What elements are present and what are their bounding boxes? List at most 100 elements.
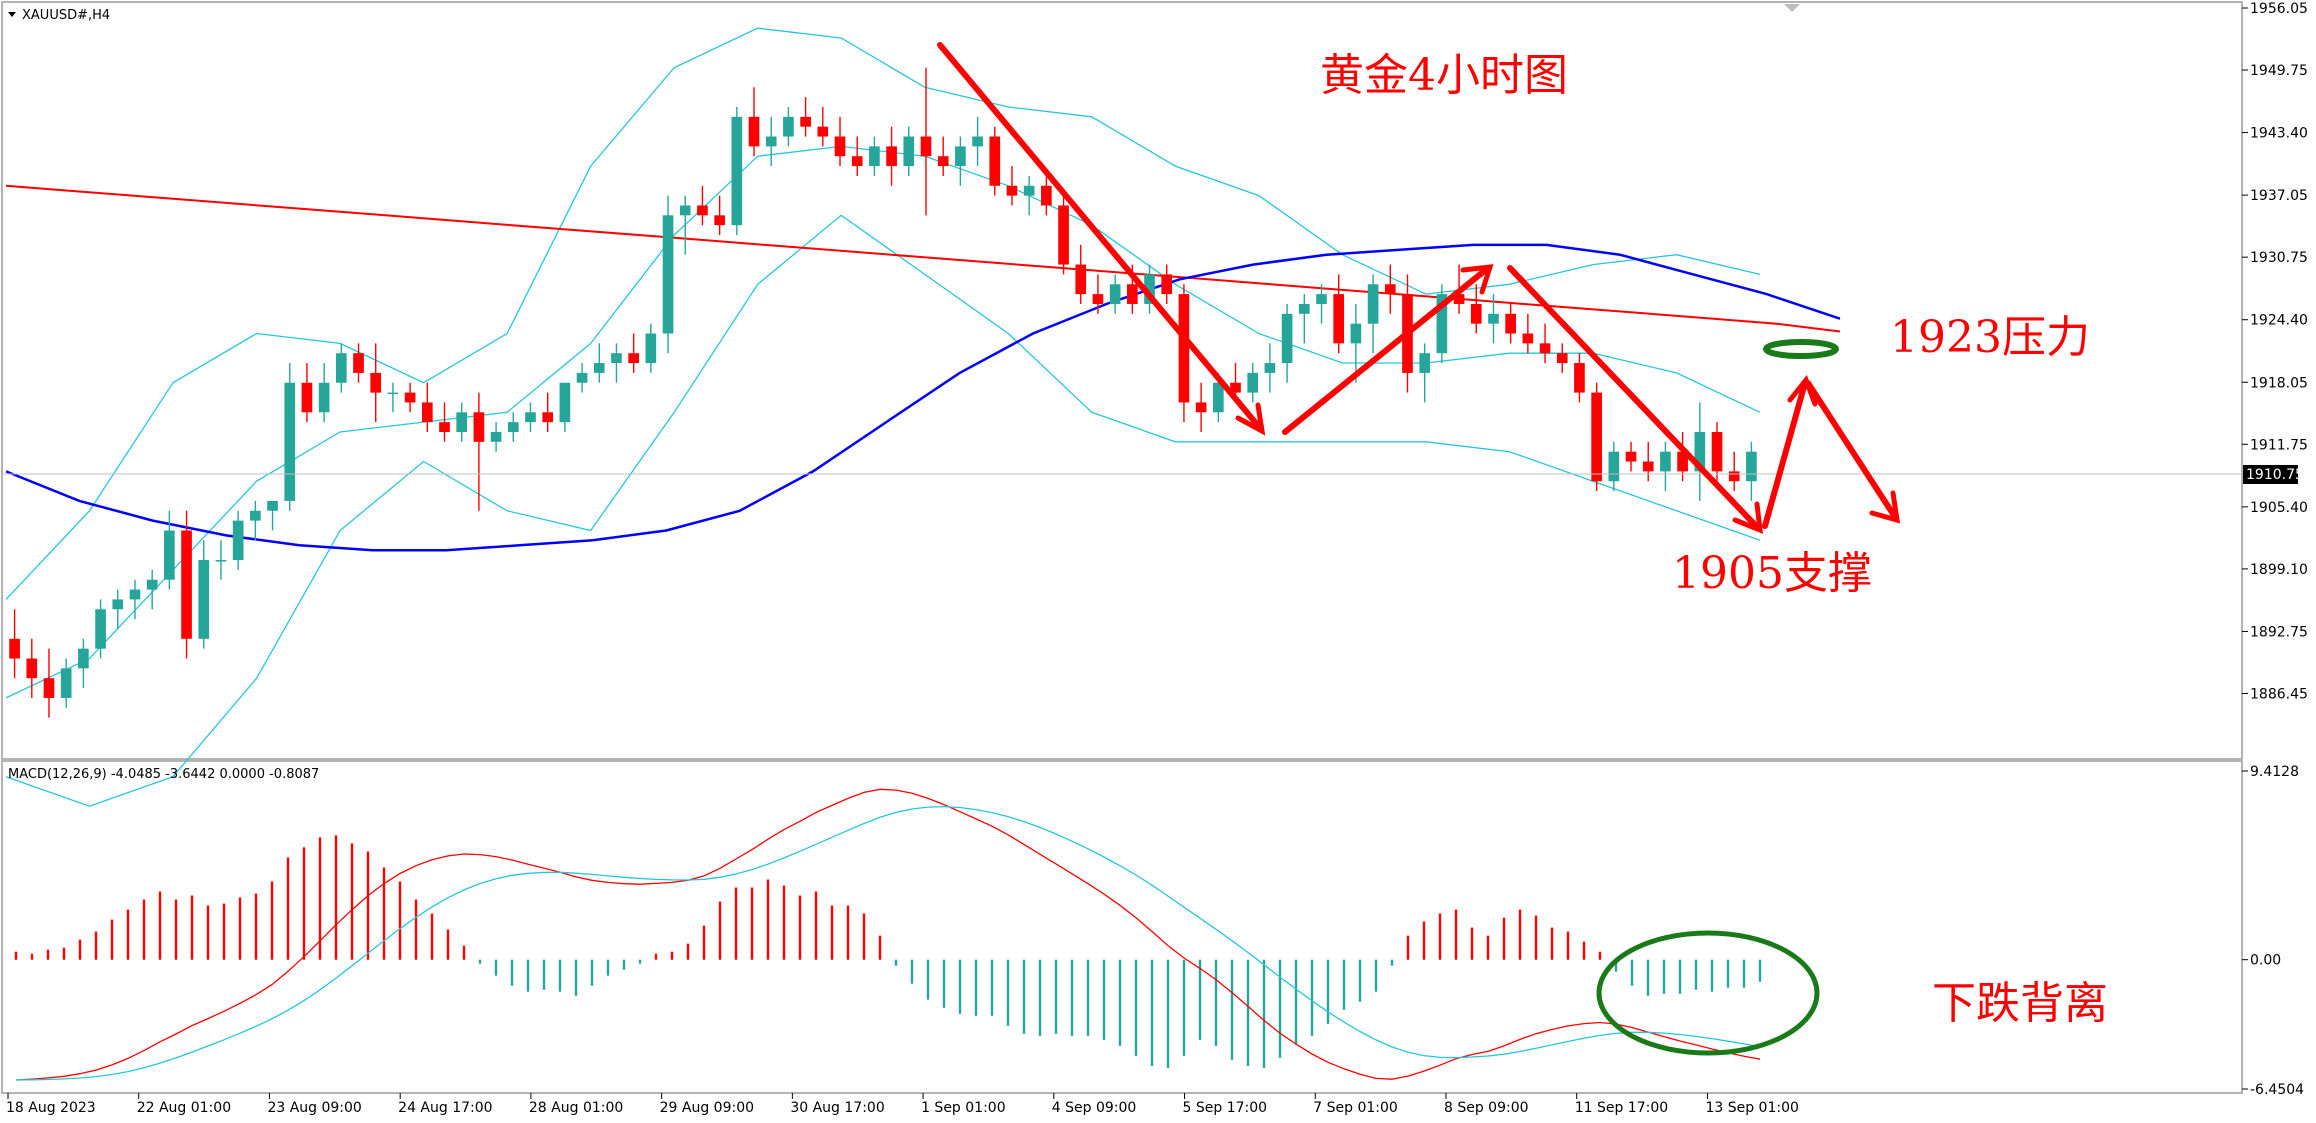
price-tick-label: 1956.05: [2250, 1, 2308, 17]
candle-bull: [387, 392, 399, 395]
candle-bull: [490, 431, 502, 442]
candle-bear: [473, 412, 485, 442]
candle-bull: [1281, 313, 1293, 364]
candle-bull: [60, 668, 72, 698]
candle-bull: [1608, 451, 1620, 482]
candle-bull: [679, 205, 691, 216]
divergence-marker: [1596, 930, 1820, 1056]
time-tick-label: 8 Sep 09:00: [1444, 1100, 1529, 1116]
candle-bear: [989, 136, 1001, 186]
candle-bear: [421, 402, 433, 423]
candle-bear: [800, 116, 811, 127]
candle-bull: [765, 136, 777, 147]
price-tick-label: 1886.45: [2250, 686, 2308, 702]
candle-bull: [1419, 353, 1431, 373]
candle-bear: [404, 392, 416, 403]
time-tick-label: 24 Aug 17:00: [398, 1100, 492, 1116]
candle-bear: [1058, 205, 1069, 265]
bollinger-bands: [5, 27, 1761, 807]
candle-bear: [1006, 185, 1018, 196]
candle-bear: [370, 372, 382, 393]
candle-bear: [697, 205, 708, 216]
candle-bear: [1677, 451, 1688, 472]
candle-bull: [1746, 451, 1757, 482]
macd-label: MACD(12,26,9) -4.0485 -3.6442 0.0000 -0.…: [8, 767, 319, 782]
candle-bear: [1384, 284, 1396, 295]
support-annotation: 1905支撑: [1672, 548, 1872, 599]
price-tick-label: 1911.75: [2250, 437, 2308, 453]
price-tick-label: 1937.05: [2250, 188, 2308, 204]
candle-bear: [1556, 353, 1568, 364]
resistance-annotation: 1923压力: [1890, 312, 2090, 363]
candle-bull: [1350, 323, 1362, 344]
candle-bear: [834, 136, 846, 157]
ma-slow-line: [5, 184, 1841, 333]
price-tag-bg: [2243, 465, 2298, 484]
ma-fast-line: [5, 243, 1841, 552]
candle-bull: [1264, 363, 1276, 373]
macd-indicator: 9.4128 0.00 -6.4504: [14, 764, 2304, 1098]
time-tick-label: 5 Sep 17:00: [1183, 1100, 1268, 1116]
candle-bear: [1041, 185, 1052, 206]
candle-bull: [662, 215, 674, 334]
candle-bear: [181, 530, 192, 639]
candle-bear: [1075, 264, 1087, 295]
candle-bear: [937, 156, 949, 167]
time-tick-label: 13 Sep 01:00: [1705, 1100, 1798, 1116]
macd-signal-line: [15, 805, 1761, 1081]
chart-title-annotation: 黄金4小时图: [1320, 50, 1568, 101]
candle-bull: [198, 560, 210, 639]
candle-bull: [1660, 451, 1671, 472]
candle-bear: [628, 353, 639, 364]
price-tick-label: 1949.75: [2250, 63, 2308, 79]
divergence-annotation: 下跌背离: [1932, 978, 2108, 1029]
candle-bear: [301, 382, 313, 413]
candle-bull: [593, 363, 605, 373]
candle-bull: [1023, 185, 1035, 196]
candle-bear: [26, 658, 38, 679]
chart-shift-icon[interactable]: [1784, 4, 1800, 12]
candle-bull: [1488, 313, 1499, 324]
candle-bull: [645, 333, 657, 364]
time-tick-label: 4 Sep 09:00: [1052, 1100, 1137, 1116]
time-axis-ticks: 18 Aug 2023 22 Aug 01:00 23 Aug 09:00 24 Au…: [6, 1093, 1799, 1116]
macd-tick-label: -6.4504: [2250, 1082, 2304, 1098]
candle-bear: [1574, 363, 1585, 393]
candle-bull: [559, 382, 571, 423]
candle-bear: [439, 422, 450, 432]
candle-bear: [1728, 471, 1740, 482]
candle-bull: [232, 520, 244, 561]
candle-bear: [1127, 284, 1138, 304]
resistance-marker: [1763, 339, 1839, 359]
candle-bull: [1367, 284, 1379, 324]
candle-bull: [335, 353, 347, 383]
symbol-dropdown-icon[interactable]: [8, 12, 16, 17]
candle-bull: [731, 116, 743, 226]
candle-bull: [972, 136, 983, 147]
candle-bull: [318, 382, 330, 413]
candle-bear: [1195, 402, 1207, 413]
symbol-label: XAUUSD#,H4: [22, 8, 110, 23]
trend-arrows: [937, 42, 1901, 534]
candle-bull: [215, 560, 227, 562]
candle-bear: [920, 136, 932, 157]
time-tick-label: 22 Aug 01:00: [137, 1100, 231, 1116]
candle-bull: [129, 589, 141, 600]
price-tick-label: 1924.40: [2250, 313, 2308, 329]
candle-bull: [869, 146, 880, 167]
candle-bear: [1333, 294, 1345, 344]
candle-bull: [164, 530, 175, 580]
candle-bull: [1436, 294, 1448, 354]
candle-bear: [1642, 461, 1654, 472]
candle-bear: [1092, 294, 1104, 304]
price-tick-label: 1918.05: [2250, 375, 2308, 391]
time-tick-label: 28 Aug 01:00: [529, 1100, 623, 1116]
candle-bull: [146, 579, 158, 590]
candle-bull: [1109, 284, 1121, 304]
price-tick-label: 1943.40: [2250, 126, 2308, 142]
candle-bull: [525, 412, 536, 423]
candle-bear: [1161, 274, 1173, 295]
price-tick-label: 1930.75: [2250, 250, 2308, 266]
candle-bear: [1591, 392, 1602, 482]
